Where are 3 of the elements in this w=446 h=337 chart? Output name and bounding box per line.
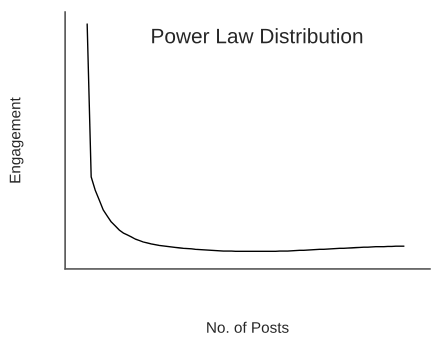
x-axis-title: No. of Posts (207, 322, 289, 333)
y-axis-title: Engagement (10, 97, 24, 183)
chart-title: Power Law Distribution (152, 28, 362, 44)
